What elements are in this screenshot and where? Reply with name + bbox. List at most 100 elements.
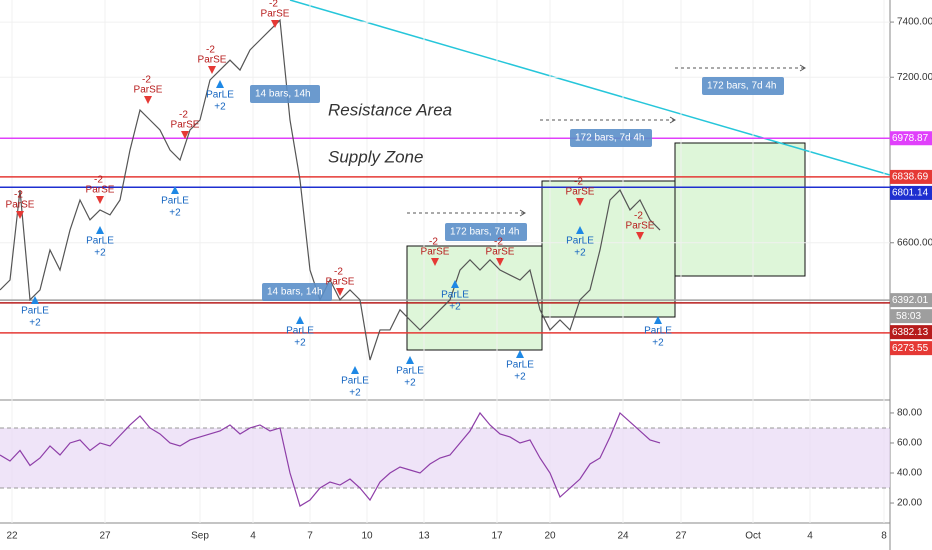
measure-arrowhead: [799, 64, 806, 72]
signal-change: +2: [404, 378, 416, 389]
signal-change: -2: [206, 45, 215, 56]
signal-change: -2: [14, 190, 23, 201]
countdown: 58:03: [896, 311, 921, 322]
signal-arrow: [271, 20, 279, 28]
signal-label: ParLE: [506, 360, 534, 371]
level-label-bg: [890, 185, 932, 200]
x-tick-label: Oct: [745, 531, 761, 542]
signal-change: -2: [334, 267, 343, 278]
signal-arrow: [296, 316, 304, 324]
signal-label: ParSE: [134, 85, 163, 96]
signal-label: ParLE: [86, 236, 114, 247]
signal-arrow: [336, 288, 344, 296]
signal-label: ParLE: [396, 366, 424, 377]
annotation: Resistance Area: [328, 100, 452, 119]
measure-arrowhead: [519, 209, 526, 217]
signal-label: ParSE: [198, 55, 227, 66]
signal-label: ParSE: [486, 247, 515, 258]
x-tick-label: 4: [250, 531, 256, 542]
trend-line: [289, 0, 891, 176]
y-tick-label: 80.00: [897, 408, 922, 419]
y-tick-label: 60.00: [897, 438, 922, 449]
signal-arrow: [216, 80, 224, 88]
rsi-band: [0, 427, 890, 489]
zone-box: [541, 180, 676, 318]
zone-box: [674, 142, 806, 277]
price-line: [0, 18, 661, 361]
signal-change: +2: [514, 372, 526, 383]
signal-arrow: [171, 186, 179, 194]
x-tick-label: 27: [675, 531, 687, 542]
x-tick-label: 24: [617, 531, 629, 542]
level-label: 6392.01: [892, 295, 929, 306]
signal-label: ParSE: [6, 200, 35, 211]
signal-arrow: [496, 258, 504, 266]
signal-arrow: [144, 96, 152, 104]
signal-change: +2: [652, 338, 664, 349]
x-tick-label: 20: [544, 531, 556, 542]
signal-label: ParSE: [326, 277, 355, 288]
level-label-bg: [890, 325, 932, 340]
x-tick-label: 22: [6, 531, 18, 542]
signal-label: ParLE: [161, 196, 189, 207]
level-label: 6801.14: [892, 188, 929, 199]
signal-arrow: [576, 226, 584, 234]
annotation: Supply Zone: [328, 147, 423, 166]
measure-label: 14 bars, 14h: [255, 89, 311, 100]
signal-label: ParLE: [341, 376, 369, 387]
signal-arrow: [431, 258, 439, 266]
signal-change: +2: [349, 388, 361, 399]
x-tick-label: 10: [361, 531, 373, 542]
signal-change: -2: [494, 237, 503, 248]
signal-arrow: [576, 198, 584, 206]
signal-change: +2: [169, 208, 181, 219]
level-label-bg: [890, 293, 932, 308]
level-label: 6838.69: [892, 172, 929, 183]
signal-label: ParLE: [441, 290, 469, 301]
signal-label: ParLE: [566, 236, 594, 247]
level-label: 6978.87: [892, 133, 929, 144]
signal-change: -2: [94, 175, 103, 186]
measure-bg: [250, 85, 320, 103]
signal-arrow: [96, 226, 104, 234]
level-label: 6273.55: [892, 343, 929, 354]
measure-bg: [262, 283, 332, 301]
signal-change: +2: [294, 338, 306, 349]
measure-bg: [570, 129, 652, 147]
x-tick-label: 13: [418, 531, 430, 542]
level-label-bg: [890, 341, 932, 356]
signal-change: -2: [574, 177, 583, 188]
measure-arrowhead: [669, 116, 676, 124]
x-tick-label: 8: [881, 531, 887, 542]
signal-arrow: [181, 131, 189, 139]
x-tick-label: 27: [99, 531, 111, 542]
signal-change: +2: [214, 102, 226, 113]
signal-label: ParSE: [566, 187, 595, 198]
y-tick-label: 20.00: [897, 498, 922, 509]
y-tick-label: 40.00: [897, 468, 922, 479]
level-label-bg: [890, 131, 932, 146]
signal-label: ParSE: [86, 185, 115, 196]
signal-change: -2: [429, 237, 438, 248]
signal-change: -2: [142, 75, 151, 86]
signal-arrow: [16, 211, 24, 219]
signal-arrow: [351, 366, 359, 374]
rsi-line: [0, 411, 661, 507]
countdown-bg: [890, 309, 932, 324]
measure-label: 172 bars, 7d 4h: [450, 227, 520, 238]
y-tick-label: 7200.00: [897, 72, 932, 83]
signal-label: ParLE: [21, 306, 49, 317]
signal-change: -2: [634, 211, 643, 222]
measure-label: 172 bars, 7d 4h: [575, 133, 645, 144]
signal-change: -2: [269, 0, 278, 10]
measure-bg: [702, 77, 784, 95]
signal-label: ParLE: [286, 326, 314, 337]
measure-label: 14 bars, 14h: [267, 287, 323, 298]
x-tick-label: 7: [307, 531, 313, 542]
level-label-bg: [890, 169, 932, 184]
signal-label: ParSE: [171, 120, 200, 131]
signal-label: ParLE: [644, 326, 672, 337]
y-tick-label: 6600.00: [897, 237, 932, 248]
signal-change: +2: [449, 302, 461, 313]
